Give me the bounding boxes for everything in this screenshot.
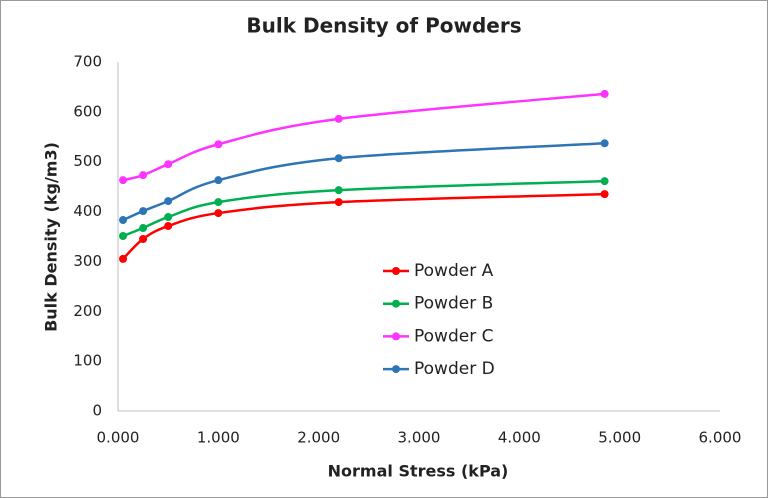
x-tick-label: 1.000 (197, 429, 240, 447)
legend-marker (392, 365, 400, 374)
x-tick-label: 6.000 (699, 429, 742, 447)
data-point (164, 197, 173, 206)
data-point (214, 198, 223, 207)
data-point (214, 209, 223, 218)
data-point (214, 140, 223, 149)
x-tick-label: 0.000 (97, 429, 140, 447)
y-tick-label: 100 (73, 352, 102, 370)
data-point (119, 254, 128, 263)
legend-marker (392, 332, 400, 341)
x-tick-label: 3.000 (398, 429, 441, 447)
legend-marker (392, 267, 400, 275)
data-point (139, 234, 148, 243)
data-point (600, 177, 609, 186)
data-point (139, 171, 148, 180)
data-point (139, 224, 148, 233)
data-point (334, 186, 343, 195)
data-point (334, 114, 343, 123)
x-tick-label: 2.000 (297, 429, 340, 447)
x-tick-label: 4.000 (498, 429, 541, 447)
legend-label: Powder D (414, 359, 495, 379)
y-tick-label: 400 (73, 202, 102, 220)
data-point (600, 139, 609, 148)
data-point (214, 176, 223, 185)
data-point (164, 213, 173, 222)
data-point (600, 190, 609, 199)
chart-title: Bulk Density of Powders (246, 14, 521, 38)
legend-label: Powder C (414, 326, 493, 346)
x-tick-label: 5.000 (598, 429, 641, 447)
y-tick-label: 500 (73, 152, 102, 170)
legend-label: Powder A (414, 261, 494, 281)
data-point (119, 232, 128, 241)
data-point (164, 160, 173, 169)
data-point (164, 222, 173, 231)
y-tick-label: 600 (73, 102, 102, 120)
y-tick-label: 300 (73, 252, 102, 270)
legend-label: Powder B (414, 294, 493, 314)
y-tick-label: 200 (73, 302, 102, 320)
data-point (334, 198, 343, 207)
legend-marker (392, 299, 400, 308)
data-point (119, 216, 128, 225)
data-point (139, 207, 148, 216)
data-point (600, 89, 609, 98)
y-axis-label: Bulk Density (kg/m3) (42, 142, 61, 332)
y-tick-label: 700 (73, 53, 102, 71)
data-point (334, 154, 343, 163)
data-point (119, 176, 128, 185)
y-tick-label: 0 (92, 402, 102, 420)
x-axis-label: Normal Stress (kPa) (328, 462, 509, 481)
